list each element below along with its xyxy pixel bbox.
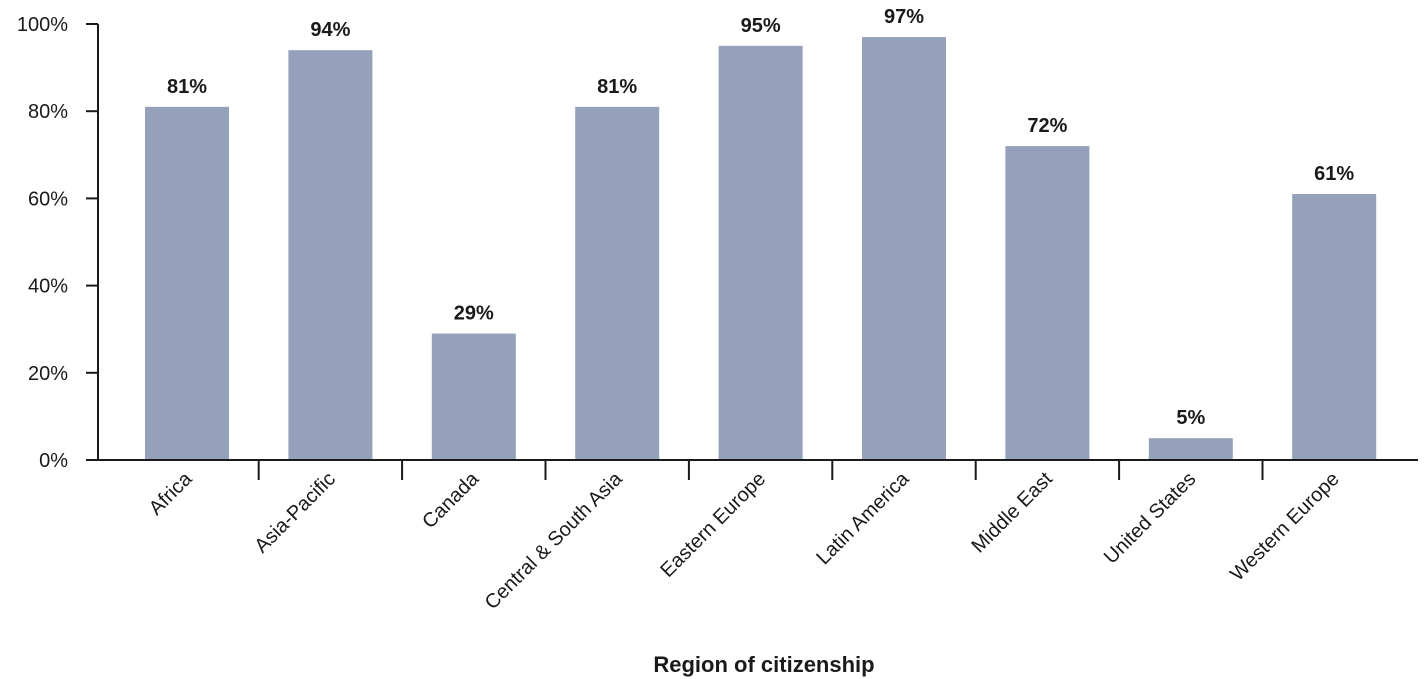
x-category-label: Western Europe	[1226, 468, 1343, 585]
bar	[718, 45, 803, 461]
x-category-label: Central & South Asia	[481, 467, 628, 614]
y-tick-label: 40%	[28, 276, 68, 298]
y-tick-label: 80%	[28, 101, 68, 123]
bars	[145, 37, 1377, 461]
bar	[575, 106, 660, 460]
bar	[288, 50, 373, 460]
x-category-label: United States	[1100, 468, 1200, 568]
x-category-label: Canada	[418, 467, 484, 533]
bar	[145, 106, 229, 460]
data-label: 94%	[310, 19, 350, 41]
data-labels: 81% 94% 29% 81% 95% 97% 72% 5% 61%	[167, 6, 1354, 429]
bar	[431, 333, 516, 460]
data-label: 81%	[167, 76, 207, 98]
y-axis: 0% 20% 40% 60% 80% 100%	[17, 14, 99, 472]
bar	[862, 37, 946, 461]
bar	[1148, 438, 1233, 460]
data-label: 72%	[1027, 115, 1067, 137]
data-label: 95%	[741, 15, 781, 37]
x-category-label: Middle East	[967, 468, 1057, 558]
data-label: 81%	[597, 76, 637, 98]
data-label: 97%	[884, 6, 924, 28]
x-axis-title: Region of citizenship	[653, 652, 874, 677]
y-tick-label: 20%	[28, 363, 68, 385]
y-tick-label: 60%	[28, 188, 68, 210]
data-label: 5%	[1176, 407, 1205, 429]
y-tick-label: 100%	[17, 14, 68, 36]
data-label: 61%	[1314, 163, 1354, 185]
bar	[1005, 146, 1090, 460]
x-category-label: Eastern Europe	[656, 468, 770, 582]
data-label: 29%	[454, 303, 494, 325]
x-category-label: Africa	[145, 467, 197, 519]
x-category-label: Asia-Pacific	[250, 468, 339, 557]
bar	[1292, 194, 1377, 461]
x-category-label: Latin America	[812, 467, 914, 569]
y-tick-label: 0%	[39, 450, 68, 472]
